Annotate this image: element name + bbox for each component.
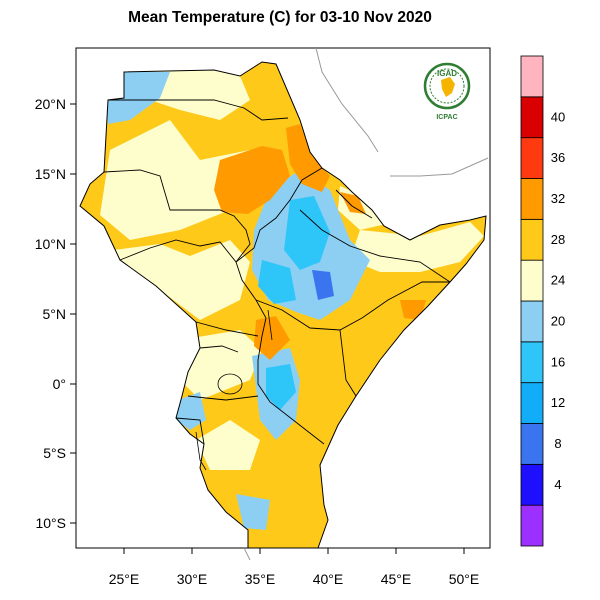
colorbar-label: 4 [554, 477, 561, 492]
cold-region-ethiopia-core [284, 196, 330, 270]
cool-region-rwanda-burundi [176, 392, 206, 430]
colorbar-label: 32 [551, 191, 565, 206]
colorbar-segment [520, 218, 544, 261]
lon-axis [123, 548, 465, 554]
colorbar-segment [520, 259, 544, 302]
lon-tick-label: 45°E [381, 571, 412, 587]
colorbar-label: 40 [551, 109, 565, 124]
colorbar: 4 8 12 16 20 24 28 32 36 40 [520, 55, 565, 547]
cool-region-southern-highlands [236, 494, 270, 530]
lat-tick-label: 0° [53, 376, 66, 392]
colorbar-segment [520, 341, 544, 384]
lon-tick-labels: 25°E 30°E 35°E 40°E 45°E 50°E [109, 571, 480, 587]
lat-tick-label: 10°S [35, 515, 66, 531]
colorbar-label: 16 [551, 354, 565, 369]
colorbar-label: 28 [551, 232, 565, 247]
lat-axis [70, 103, 76, 524]
colorbar-segment [520, 300, 544, 343]
colorbar-segment [520, 504, 544, 547]
map-title: Mean Temperature (C) for 03-10 Nov 2020 [128, 9, 432, 26]
colorbar-segment [520, 382, 544, 424]
lat-tick-labels: 20°N 15°N 10°N 5°N 0° 5°S 10°S [35, 96, 66, 531]
logo-inner-ring [429, 68, 465, 104]
mild-region-tanzania-west [196, 420, 260, 470]
colorbar-label: 36 [551, 150, 565, 165]
colorbar-segment [520, 423, 544, 465]
colorbar-segment [520, 55, 544, 98]
lat-tick-label: 5°S [43, 445, 66, 461]
mild-region-horn [350, 222, 484, 272]
hot-region-central-sudan [214, 146, 290, 214]
lakes [195, 309, 273, 471]
colorbar-label: 12 [551, 395, 565, 410]
lon-tick-label: 30°E [177, 571, 208, 587]
logo-bottom-text: ICPAC [436, 114, 457, 121]
mild-region-northern-desert [140, 70, 250, 120]
lat-tick-label: 5°N [43, 306, 67, 322]
lat-tick-label: 10°N [35, 236, 66, 252]
country-borders [103, 99, 451, 445]
colorbar-label: 24 [551, 273, 565, 288]
cold-region-kenya [266, 364, 296, 410]
colorbar-label: 8 [554, 436, 561, 451]
lat-tick-label: 20°N [35, 96, 66, 112]
colorbar-segment [520, 137, 544, 179]
lat-tick-label: 15°N [35, 166, 66, 182]
africa-map-icon [441, 77, 455, 97]
very-cold-region-bale [312, 270, 334, 300]
colorbar-segment [520, 96, 544, 139]
mild-region-south-sudan [114, 240, 250, 320]
hot-region-danakil [340, 192, 366, 214]
lon-tick-label: 40°E [313, 571, 344, 587]
hot-region-red-sea [286, 124, 330, 192]
lon-tick-label: 35°E [245, 571, 276, 587]
logo-top-text: IGAD [437, 69, 457, 78]
cold-region-ethiopia-west [258, 260, 296, 304]
colorbar-segment [520, 178, 544, 220]
igad-icpac-logo-icon: IGAD ICPAC [423, 62, 471, 121]
colorbar-label: 20 [551, 313, 565, 328]
lon-tick-label: 25°E [109, 571, 140, 587]
lon-tick-label: 50°E [449, 571, 480, 587]
colorbar-segment [520, 463, 544, 506]
